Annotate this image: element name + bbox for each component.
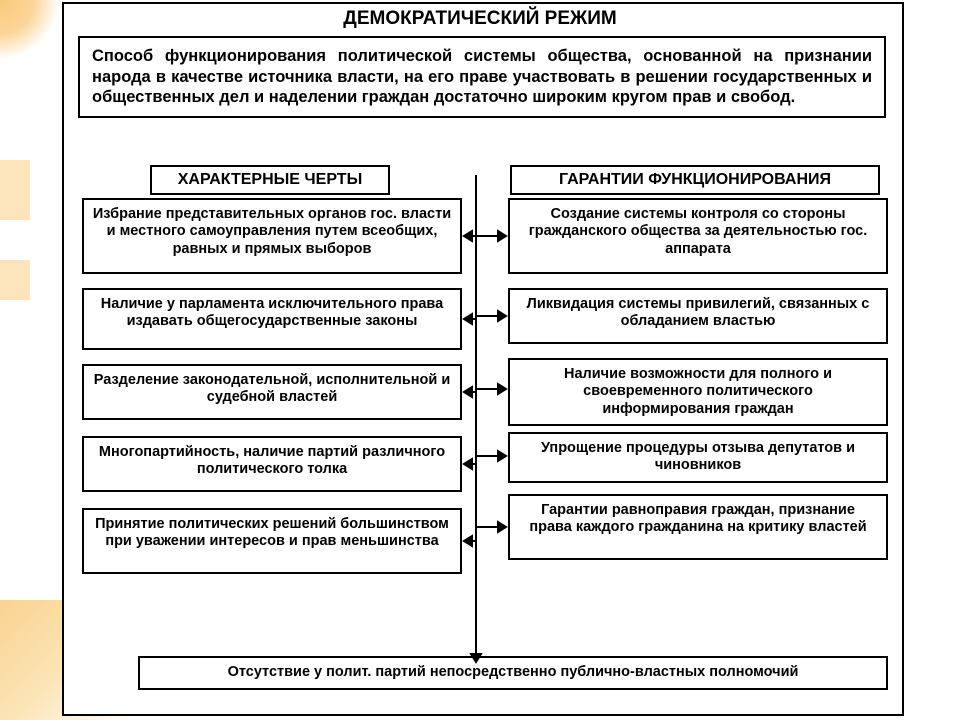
bottom-item: Отсутствие у полит. партий непосредствен… bbox=[138, 656, 888, 690]
left-item: Принятие политических решений большинств… bbox=[82, 508, 462, 574]
left-column-header: ХАРАКТЕРНЫЕ ЧЕРТЫ bbox=[150, 165, 390, 195]
left-item: Наличие у парламента исключительного пра… bbox=[82, 288, 462, 350]
right-item: Создание системы контроля со стороны гра… bbox=[508, 198, 888, 274]
left-item: Разделение законодательной, исполнительн… bbox=[82, 364, 462, 420]
bg-stripe bbox=[0, 260, 30, 300]
right-item: Гарантии равноправия граждан, признание … bbox=[508, 494, 888, 560]
right-item: Наличие возможности для полного и своевр… bbox=[508, 358, 888, 426]
definition-box: Способ функционирования политической сис… bbox=[78, 36, 886, 118]
left-item: Избрание представительных органов гос. в… bbox=[82, 198, 462, 274]
left-item: Многопартийность, наличие партий различн… bbox=[82, 436, 462, 492]
right-column-header: ГАРАНТИИ ФУНКЦИОНИРОВАНИЯ bbox=[510, 165, 880, 195]
right-item: Упрощение процедуры отзыва депутатов и ч… bbox=[508, 432, 888, 483]
bg-stripe bbox=[0, 160, 30, 220]
diagram-title: ДЕМОКРАТИЧЕСКИЙ РЕЖИМ bbox=[0, 8, 960, 30]
right-item: Ликвидация системы привилегий, связанных… bbox=[508, 288, 888, 344]
